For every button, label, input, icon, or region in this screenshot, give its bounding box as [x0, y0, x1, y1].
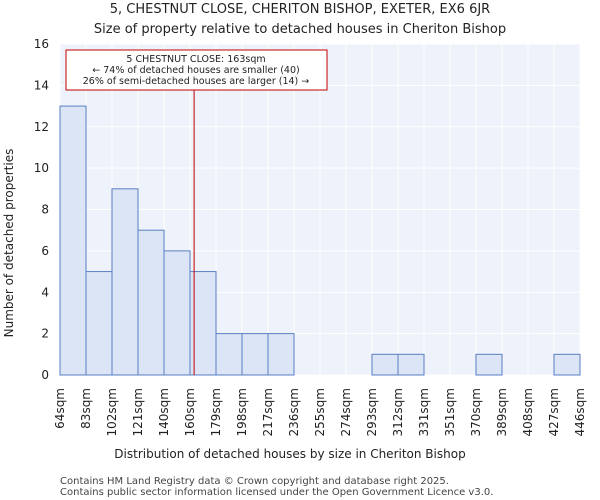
- x-tick-label: 389sqm: [495, 388, 509, 436]
- bar-312sqm: [397, 353, 425, 376]
- y-tick-label: 6: [41, 244, 49, 258]
- annotation-line1: 5 CHESTNUT CLOSE: 163sqm: [126, 54, 265, 65]
- x-axis-label: Distribution of detached houses by size …: [114, 447, 465, 461]
- x-tick-label: 274sqm: [339, 388, 353, 436]
- y-tick-label: 16: [34, 37, 49, 51]
- x-tick-label: 331sqm: [417, 388, 431, 436]
- annotation-frame: [65, 49, 328, 91]
- bar-293sqm: [371, 353, 399, 376]
- chart-subtitle: Size of property relative to detached ho…: [94, 22, 506, 37]
- y-tick-label: 14: [34, 78, 49, 92]
- x-tick-label: 83sqm: [79, 388, 93, 429]
- bar-64sqm: [59, 105, 87, 376]
- x-tick-label: 121sqm: [131, 388, 145, 436]
- bar-121sqm: [137, 229, 165, 376]
- x-tick-label: 312sqm: [391, 388, 405, 436]
- x-tick-label: 351sqm: [443, 388, 457, 436]
- x-axis-ticks: 64sqm 83sqm 102sqm 121sqm 140sqm 160sqm 179sqm…: [53, 388, 587, 436]
- y-tick-label: 0: [41, 368, 49, 382]
- bar-179sqm: [215, 333, 243, 376]
- y-axis-ticks: 0 2 4 6 8 10 12 14 16: [34, 37, 49, 382]
- annotation-line2: ← 74% of detached houses are smaller (40…: [92, 65, 299, 76]
- x-tick-label: 179sqm: [209, 388, 223, 436]
- annotation-line3: 26% of semi-detached houses are larger (…: [83, 76, 310, 87]
- x-tick-label: 64sqm: [53, 388, 67, 429]
- x-tick-label: 408sqm: [521, 388, 535, 436]
- bar-198sqm: [241, 333, 269, 376]
- x-tick-label: 217sqm: [261, 388, 275, 436]
- bar-427sqm: [553, 353, 581, 376]
- bar-370sqm: [475, 353, 503, 376]
- x-tick-label: 160sqm: [183, 388, 197, 436]
- bars: [59, 105, 581, 376]
- x-tick-label: 140sqm: [157, 388, 171, 436]
- bar-217sqm: [267, 333, 295, 376]
- chart-title: 5, CHESTNUT CLOSE, CHERITON BISHOP, EXET…: [110, 2, 490, 17]
- y-tick-label: 12: [34, 120, 49, 134]
- x-tick-label: 427sqm: [547, 388, 561, 436]
- y-tick-label: 2: [41, 327, 49, 341]
- footer-line2: Contains public sector information licen…: [60, 487, 493, 498]
- x-tick-label: 198sqm: [235, 388, 249, 436]
- x-tick-label: 102sqm: [105, 388, 119, 436]
- bar-102sqm: [111, 188, 139, 376]
- footer-line1: Contains HM Land Registry data © Crown c…: [60, 476, 449, 487]
- x-tick-label: 255sqm: [313, 388, 327, 436]
- x-tick-label: 370sqm: [469, 388, 483, 436]
- x-tick-label: 446sqm: [573, 388, 587, 436]
- annotation-box: 5 CHESTNUT CLOSE: 163sqm ← 74% of detach…: [65, 49, 328, 91]
- y-axis-label: Number of detached properties: [2, 149, 16, 338]
- x-tick-label: 293sqm: [365, 388, 379, 436]
- y-tick-label: 10: [34, 161, 49, 175]
- bar-83sqm: [85, 271, 113, 376]
- bar-140sqm: [163, 250, 191, 376]
- y-tick-label: 4: [41, 285, 49, 299]
- x-tick-label: 236sqm: [287, 388, 301, 436]
- y-tick-label: 8: [41, 203, 49, 217]
